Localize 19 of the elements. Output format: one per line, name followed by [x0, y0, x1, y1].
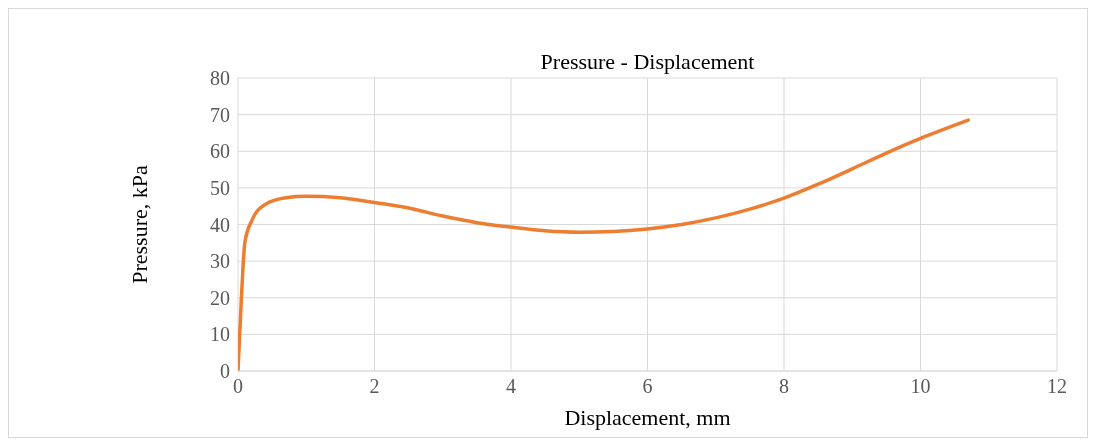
y-tick-label: 10: [210, 323, 230, 346]
y-tick-label: 20: [210, 286, 230, 309]
x-tick-label: 12: [1047, 375, 1067, 398]
chart-title: Pressure - Displacement: [539, 49, 756, 75]
y-tick-label: 70: [210, 103, 230, 126]
y-axis-title: Pressure, kPa: [126, 165, 152, 284]
y-tick-label: 80: [210, 67, 230, 90]
x-tick-label: 6: [642, 375, 653, 398]
y-tick-label: 50: [210, 176, 230, 199]
line-series: [238, 118, 971, 371]
x-tick-label: 4: [506, 375, 516, 398]
y-tick-label: 40: [210, 213, 230, 236]
y-tick-label: 0: [220, 360, 230, 383]
y-tick-label: 60: [210, 140, 230, 163]
x-tick-label: 2: [369, 375, 380, 398]
x-axis-title: Displacement, mm: [564, 405, 731, 430]
x-tick-label: 10: [910, 375, 931, 398]
y-tick-label: 30: [210, 250, 230, 273]
x-tick-label: 8: [779, 375, 789, 398]
